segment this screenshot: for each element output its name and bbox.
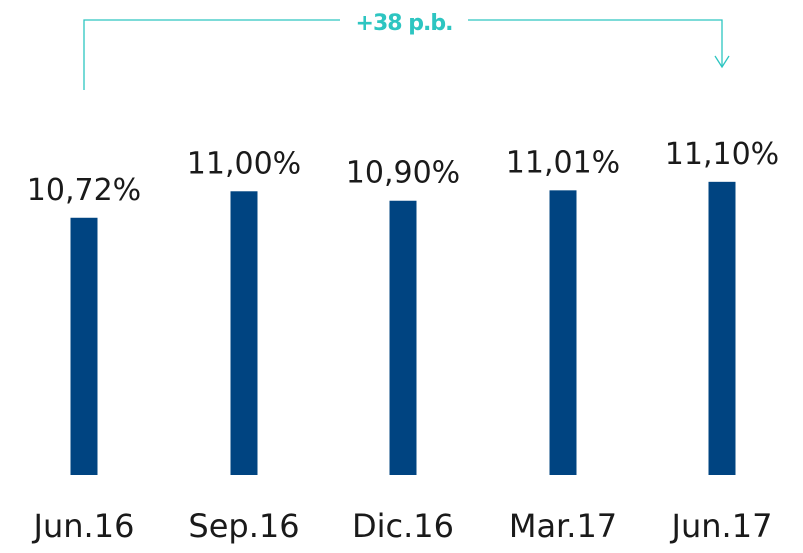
annotation-bracket: +38 p.b. [83,11,730,90]
bar [389,200,417,475]
value-label: 11,01% [506,145,620,180]
value-label: 10,72% [27,173,141,208]
arrow-head [714,55,730,69]
bar [549,190,577,475]
value-label: 11,00% [187,146,301,181]
value-label: 10,90% [346,156,460,191]
x-tick-label: Dic.16 [352,507,454,545]
x-tick-label: Mar.17 [509,507,617,545]
x-tick-label: Jun.16 [32,507,135,545]
x-tick-label: Sep.16 [188,507,299,545]
value-label: 11,10% [665,137,779,172]
annotation: +38 p.b. [356,11,453,36]
bar [708,181,736,476]
x-tick-label: Jun.17 [670,507,773,545]
bracket-line [83,19,723,90]
bar [70,217,98,475]
bar [230,191,258,476]
